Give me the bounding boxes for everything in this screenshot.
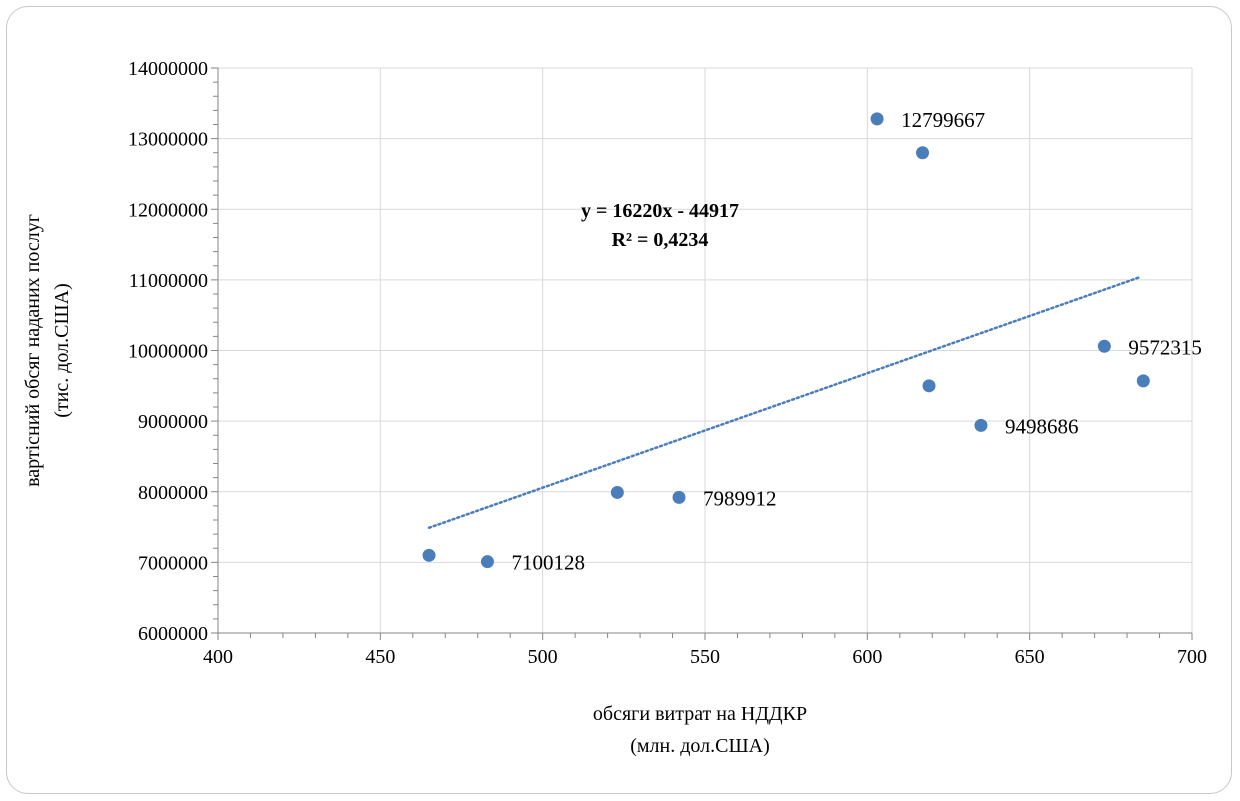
y-axis-title-line2: (тис. дол.США) [51,283,73,418]
y-axis-title-line1: вартісний обсяг наданих послуг [22,214,44,487]
x-tick-label: 550 [690,646,720,668]
data-point [610,485,624,499]
trendline-r-squared: R² = 0,4234 [612,229,709,251]
x-tick-label: 700 [1177,646,1207,668]
data-label: 9498686 [1005,414,1079,438]
data-point [1097,339,1111,353]
data-label: 7100128 [511,551,585,575]
x-axis-title-line1: обсяги витрат на НДДКР [593,703,807,725]
data-label: 12799667 [901,108,985,132]
tick-labels: 400 450 500 550 600 650 700 6000000 7000000 80000… [128,58,1207,668]
y-tick-label: 11000000 [129,270,208,292]
y-tick-label: 13000000 [128,129,208,151]
x-axis-title-line2: (млн. дол.США) [630,735,770,757]
data-label: 7989912 [703,486,777,510]
trendline-equation: y = 16220x - 44917 [581,200,739,222]
axis-titles: обсяги витрат на НДДКР (млн. дол.США) варт… [22,214,807,757]
data-points [422,112,1150,569]
x-tick-label: 500 [528,646,558,668]
y-tick-label: 12000000 [128,199,208,221]
data-point [922,379,936,393]
trendline-path [427,275,1142,530]
grid-lines [218,67,1193,633]
data-point [974,418,988,432]
x-tick-label: 450 [365,646,395,668]
data-labels: 7100128 7989912 12799667 9498686 9572315 [511,108,1201,575]
data-point [422,548,436,562]
axes [211,67,1193,640]
y-tick-label: 8000000 [138,482,208,504]
chart-frame [6,6,1232,794]
data-point [480,555,494,569]
data-label: 9572315 [1128,335,1202,359]
data-point [1136,374,1150,388]
y-tick-label: 10000000 [128,341,208,363]
y-tick-label: 6000000 [138,623,208,645]
data-point [870,112,884,126]
y-tick-label: 14000000 [128,58,208,80]
x-tick-label: 400 [203,646,233,668]
data-point [916,146,930,160]
trendline: y = 16220x - 44917 R² = 0,4234 [427,200,1142,530]
y-tick-label: 7000000 [138,552,208,574]
x-tick-label: 650 [1015,646,1045,668]
y-tick-label: 9000000 [138,411,208,433]
data-point [672,490,686,504]
x-tick-label: 600 [852,646,882,668]
